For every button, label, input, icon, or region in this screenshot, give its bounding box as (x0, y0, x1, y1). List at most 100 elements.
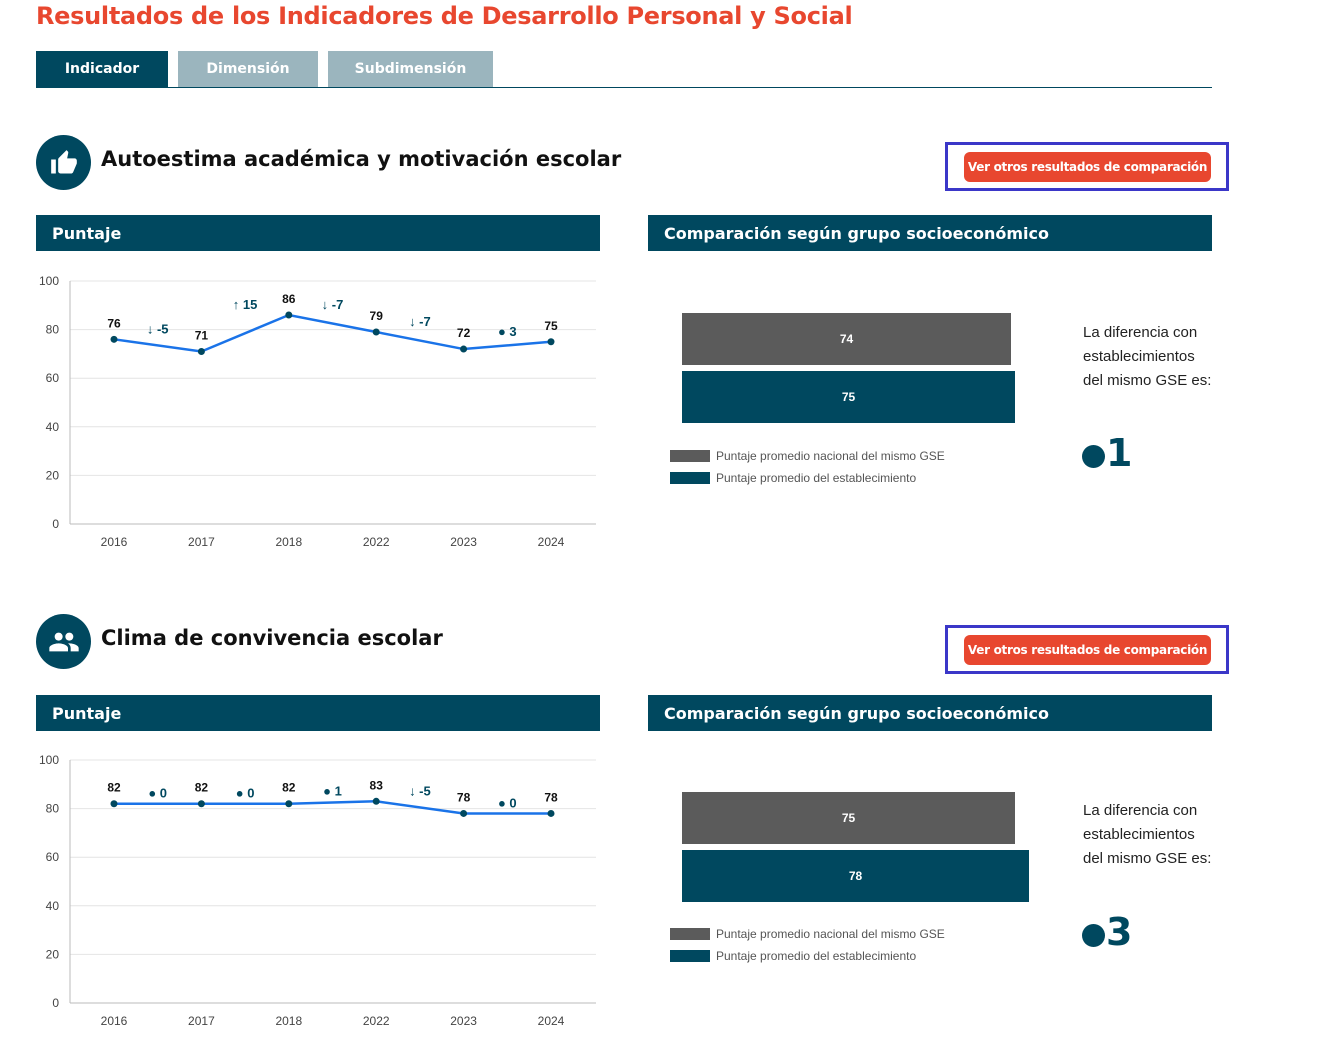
y-tick-label: 0 (52, 996, 59, 1010)
y-tick-label: 0 (52, 517, 59, 531)
data-point (285, 311, 293, 319)
thumbs-up-icon (36, 135, 91, 190)
gse-panel-header: Comparación según grupo socioeconómico (648, 695, 1212, 731)
data-point (110, 335, 118, 343)
section-title: Autoestima académica y motivación escola… (101, 147, 622, 171)
x-tick-label: 2023 (450, 1014, 477, 1028)
gse-difference-text: La diferencia con establecimientos del m… (1083, 324, 1212, 389)
people-icon (36, 614, 91, 669)
data-label: 79 (370, 309, 384, 323)
change-label: ↓ -7 (322, 297, 344, 312)
gse-bar-national: 75 (682, 792, 1015, 844)
change-label: ↑ 15 (233, 297, 258, 312)
indicator-section-autoestima: Autoestima académica y motivación escola… (0, 135, 1318, 605)
score-line-chart: 0 20 40 60 80 100 2016 2017 2018 2022 2023 2024 76 71… (39, 274, 596, 549)
data-point (460, 345, 468, 353)
x-tick-label: 2018 (275, 535, 302, 549)
tab-subdimension[interactable]: Subdimensión (328, 51, 493, 87)
series-line (113, 313, 552, 353)
section-title: Clima de convivencia escolar (101, 626, 443, 650)
x-tick-label: 2017 (188, 535, 215, 549)
y-tick-label: 100 (39, 753, 59, 767)
data-label: 82 (282, 781, 296, 795)
score-panel-header: Puntaje (36, 695, 600, 731)
change-label: ● 0 (236, 786, 255, 801)
data-point (285, 800, 293, 808)
y-tick-label: 100 (39, 274, 59, 288)
gse-difference-text: La diferencia con establecimientos del m… (1083, 802, 1212, 867)
page-title: Resultados de los Indicadores de Desarro… (36, 2, 853, 30)
difference-number: 3 (1106, 910, 1133, 954)
legend-label-national: Puntaje promedio nacional del mismo GSE (716, 449, 945, 463)
legend-label-school: Puntaje promedio del establecimiento (716, 471, 917, 485)
legend-school: Puntaje promedio del establecimiento (670, 471, 916, 485)
data-point (460, 809, 468, 817)
x-tick-label: 2024 (538, 1014, 565, 1028)
x-tick-label: 2016 (101, 535, 128, 549)
data-point (372, 328, 380, 336)
change-label: ● 0 (498, 795, 517, 810)
y-tick-label: 60 (46, 371, 60, 385)
change-label: ● 0 (148, 786, 167, 801)
y-tick-label: 40 (46, 420, 60, 434)
x-tick-label: 2022 (363, 1014, 390, 1028)
score-line-chart: 0 20 40 60 80 100 2016 2017 2018 2022 2023 2024 82 82… (39, 753, 596, 1028)
score-panel-header: Puntaje (36, 215, 600, 251)
dot-icon (1082, 444, 1105, 468)
compare-highlight-frame: Ver otros resultados de comparación (945, 142, 1229, 191)
y-tick-label: 60 (46, 850, 60, 864)
data-point (197, 347, 205, 355)
legend-national: Puntaje promedio nacional del mismo GSE (670, 449, 945, 463)
tab-indicador[interactable]: Indicador (36, 51, 168, 87)
x-tick-label: 2016 (101, 1014, 128, 1028)
series-line (114, 800, 551, 815)
gse-difference-value: 1 (1082, 431, 1132, 475)
data-label: 82 (107, 781, 121, 795)
x-tick-label: 2024 (538, 535, 565, 549)
data-point (547, 809, 555, 817)
data-label: 72 (457, 326, 471, 340)
x-tick-label: 2022 (363, 535, 390, 549)
tab-bar: Indicador Dimensión Subdimensión (36, 51, 1212, 88)
legend-label-school: Puntaje promedio del establecimiento (716, 949, 917, 963)
gse-bar-national: 74 (682, 313, 1011, 365)
y-tick-label: 40 (46, 899, 60, 913)
change-label: ● 1 (323, 783, 342, 798)
gse-panel-header: Comparación según grupo socioeconómico (648, 215, 1212, 251)
data-label: 71 (195, 328, 209, 342)
data-point (372, 797, 380, 805)
legend-label-national: Puntaje promedio nacional del mismo GSE (716, 927, 945, 941)
x-tick-label: 2017 (188, 1014, 215, 1028)
data-point (197, 800, 205, 808)
data-label: 78 (544, 790, 558, 804)
y-tick-label: 20 (46, 947, 60, 961)
legend-national: Puntaje promedio nacional del mismo GSE (670, 927, 945, 941)
legend-school: Puntaje promedio del establecimiento (670, 949, 916, 963)
x-tick-label: 2023 (450, 535, 477, 549)
tab-dimension[interactable]: Dimensión (178, 51, 318, 87)
y-tick-label: 80 (46, 802, 60, 816)
data-label: 76 (107, 316, 121, 330)
data-label: 82 (195, 781, 209, 795)
legend-swatch-national (670, 450, 710, 462)
y-tick-label: 20 (46, 468, 60, 482)
change-label: ↓ -5 (409, 783, 431, 798)
data-point (547, 338, 555, 346)
compare-results-button[interactable]: Ver otros resultados de comparación (964, 635, 1211, 665)
change-label: ↓ -5 (147, 321, 169, 336)
data-label: 75 (544, 319, 558, 333)
data-label: 83 (370, 778, 384, 792)
dot-icon (1082, 923, 1105, 947)
compare-results-button[interactable]: Ver otros resultados de comparación (964, 152, 1211, 182)
data-label: 78 (457, 790, 471, 804)
change-label: ● 3 (498, 324, 517, 339)
legend-swatch-school (670, 472, 710, 484)
data-label: 86 (282, 292, 296, 306)
indicator-section-clima: Clima de convivencia escolar Ver otros r… (0, 614, 1318, 1038)
legend-swatch-school (670, 950, 710, 962)
gse-difference-value: 3 (1082, 910, 1132, 954)
x-tick-label: 2018 (275, 1014, 302, 1028)
gse-bar-school: 75 (682, 371, 1015, 423)
change-label: ↓ -7 (409, 314, 431, 329)
y-tick-label: 80 (46, 323, 60, 337)
